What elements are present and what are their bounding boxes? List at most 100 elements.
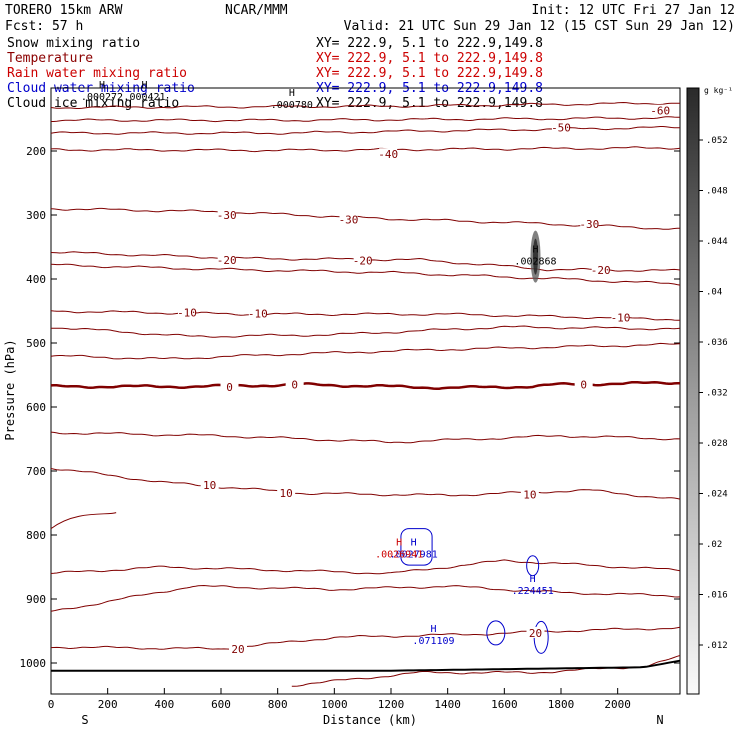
contour-label-bg [217,209,236,220]
colorbar-scale [686,87,700,695]
contour-label-bg [574,378,593,390]
valid-time: Valid: 21 UTC Sun 29 Jan 12 (15 CST Sun … [344,19,735,34]
maximum-marker: H [289,88,295,99]
legend-xy: XY= 222.9, 5.1 to 222.9,149.8 [316,66,543,81]
contour-label: -20 [353,254,373,267]
y-tick-label: 700 [26,465,46,478]
y-axis-title: Pressure (hPa) [3,339,17,440]
contour-label-bg [353,254,372,266]
maximum-marker: H [141,80,147,91]
y-tick-label: 400 [26,273,46,286]
contour-label-bg [339,213,358,225]
maximum-value: .0026941 [375,550,423,561]
maximum-value: .071109 [412,636,454,647]
contour-label-bg [277,486,296,498]
x-tick-label: 400 [154,698,174,711]
maximum-value: .000272 [81,92,123,103]
colorbar-tick-label: .024 [706,490,728,500]
ground-line [51,659,681,672]
colorbar-tick-label: .028 [706,439,728,449]
x-end-label-south: S [81,713,88,727]
cloud-water-contour [400,528,433,566]
legend-label: Temperature [7,51,93,66]
contour-label: -10 [248,308,268,321]
x-tick-label: 800 [268,698,288,711]
y-tick-label: 800 [26,529,46,542]
y-tick-label: 900 [26,593,46,606]
maximum-value: .224451 [512,586,554,597]
colorbar-unit: g kg⁻¹ [704,86,733,95]
x-tick-label: 1400 [434,698,461,711]
contour-label: 0 [580,379,587,392]
y-tick-label: 300 [26,209,46,222]
temperature-contour [50,559,681,575]
forecast-hour: Fcst: 57 h [5,19,83,34]
x-tick-label: 2000 [604,698,631,711]
contour-label: 0 [291,379,298,392]
y-tick-label: 1000 [20,657,47,670]
x-tick-label: 0 [48,698,55,711]
contour-label-bg [229,642,247,654]
temperature-contour [50,342,681,360]
colorbar-tick-label: .04 [706,288,722,298]
legend-label: Snow mixing ratio [7,36,140,51]
cloud-water-contour [486,620,506,646]
colorbar: g kg⁻¹ .052 .048 .044 .04 .036 .032 .028 .024 .0… [686,86,733,695]
contour-label: 10 [203,479,216,492]
temperature-contour-fragment [50,512,117,529]
maximum-value: .002868 [514,257,556,268]
contour-label: -50 [551,121,571,134]
contour-label: -60 [650,105,670,118]
contour-label-bg [520,488,539,500]
contour-label-bg [248,307,267,319]
contour-label-bg [178,306,196,318]
contour-label: 10 [523,489,536,502]
temperature-contour [50,325,681,338]
contour-label: -30 [579,218,599,231]
x-end-label-north: N [656,713,663,727]
cloud-water-contour [526,555,540,577]
contour-label-bg [651,104,670,116]
x-axis-title: Distance (km) [323,713,417,727]
init-time: Init: 12 UTC Fri 27 Jan 12 [532,3,736,18]
temperature-contour [50,584,681,612]
contour-labels: -60 -50 -40 -30 -30 -30 -20 -20 -20 -10 -10 -10 0 0 0 1… [177,104,670,656]
legend-xy: XY= 222.9, 5.1 to 222.9,149.8 [316,51,543,66]
maximum-marker: H [532,245,538,256]
colorbar-tick-label: .044 [706,237,728,247]
contour-label: -10 [611,311,631,324]
maximum-marker: H [530,574,536,585]
contour-label-bg [580,217,599,229]
contour-label: -10 [177,306,197,319]
temperature-contour [50,126,681,135]
temperature-contour [50,310,680,321]
contour-label-bg [285,378,304,390]
temperature-contour [50,207,680,230]
axis-ticks: 0 200 400 600 800 1000 1200 1400 1600 1800 2000200… [20,145,680,711]
plot-frame [50,87,681,695]
contour-label: 20 [529,627,542,640]
maximum-marker: H [396,538,402,549]
temperature-contour [50,431,681,444]
colorbar-tick-label: .016 [706,591,728,601]
contour-label-bg [526,626,545,638]
temperature-contour [50,263,681,286]
temperature-contour [50,626,681,650]
legend-xy: XY= 222.9, 5.1 to 222.9,149.8 [316,36,543,51]
contour-label: -40 [378,148,398,161]
maximum-marker: H [99,80,105,91]
x-tick-label: 1000 [321,698,348,711]
contour-label: 20 [231,643,244,656]
legend-label: Rain water mixing ratio [7,66,187,81]
snow-shading-core [533,238,538,275]
temperature-contour [51,116,680,123]
maximum-marker: H [430,624,436,635]
colorbar-tick-label: .036 [706,338,728,348]
maximum-value: .000421 [123,92,165,103]
model-title: TORERO 15km ARW [5,3,123,18]
contour-label-bg [591,264,610,276]
contour-label: -20 [591,264,611,277]
contour-label: -20 [217,254,237,267]
y-tick-label: 200 [26,145,46,158]
maximum-value: .0027981 [390,550,438,561]
